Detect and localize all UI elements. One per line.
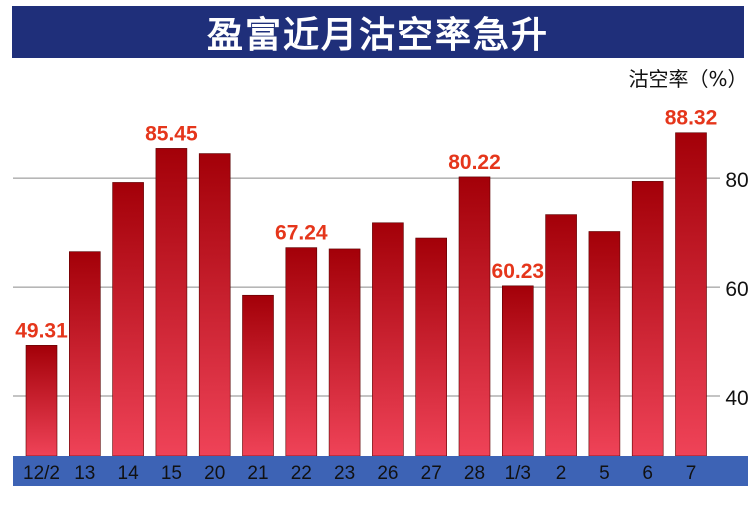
bar-5 — [588, 231, 621, 457]
x-tick-label-1/3: 1/3 — [505, 463, 531, 484]
chart-title: 盈富近月沽空率急升 — [206, 15, 549, 56]
bar-12/2 — [25, 345, 58, 457]
x-axis-band — [13, 456, 748, 486]
bar-15 — [155, 148, 188, 457]
x-tick-label-7: 7 — [686, 463, 697, 484]
x-tick-label-13: 13 — [74, 463, 95, 484]
x-tick-label-21: 21 — [247, 463, 268, 484]
x-tick-label-6: 6 — [642, 463, 653, 484]
x-tick-label-12/2: 12/2 — [23, 463, 60, 484]
data-label-7: 88.32 — [665, 107, 718, 130]
x-tick-label-15: 15 — [161, 463, 182, 484]
bar-6 — [631, 181, 664, 457]
x-tick-label-5: 5 — [599, 463, 610, 484]
bar-26 — [372, 222, 404, 457]
bars-group — [25, 132, 707, 457]
bar-27 — [415, 237, 448, 457]
x-tick-label-28: 28 — [464, 463, 485, 484]
bar-1/3 — [501, 285, 534, 457]
data-label-12/2: 49.31 — [15, 319, 68, 342]
x-tick-label-14: 14 — [118, 463, 140, 484]
y-tick-labels-group: 40 60 80 — [725, 169, 748, 410]
data-label-22: 67.24 — [275, 222, 328, 245]
y-axis-label: 沽空率（%） — [628, 67, 747, 91]
y-tick-label-80: 80 — [725, 169, 748, 192]
data-label-15: 85.45 — [145, 122, 198, 145]
data-label-1/3: 60.23 — [492, 260, 545, 283]
x-tick-label-27: 27 — [421, 463, 442, 484]
title-banner: 盈富近月沽空率急升 — [12, 6, 744, 58]
bar-22 — [285, 247, 318, 457]
x-tick-label-23: 23 — [334, 463, 355, 484]
bar-14 — [112, 182, 144, 457]
data-labels-group: 49.31 85.45 67.24 80.22 60.23 88.32 — [14, 105, 719, 344]
y-tick-label-40: 40 — [725, 387, 748, 410]
bar-28 — [458, 176, 491, 457]
x-tick-label-26: 26 — [377, 463, 398, 484]
bar-23 — [328, 248, 361, 457]
y-tick-label-60: 60 — [725, 278, 748, 301]
bar-7 — [675, 132, 707, 457]
x-tick-label-22: 22 — [291, 463, 312, 484]
x-tick-label-20: 20 — [204, 463, 225, 484]
x-tick-labels-group: 12/2 13 14 15 20 21 22 23 26 27 28 1/3 2 5 6 7 — [23, 463, 696, 484]
bar-20 — [198, 153, 231, 457]
bar-13 — [69, 251, 101, 457]
bar-2 — [545, 214, 577, 457]
data-label-28: 80.22 — [448, 151, 501, 174]
bar-21 — [242, 294, 274, 457]
x-tick-label-2: 2 — [556, 463, 567, 484]
